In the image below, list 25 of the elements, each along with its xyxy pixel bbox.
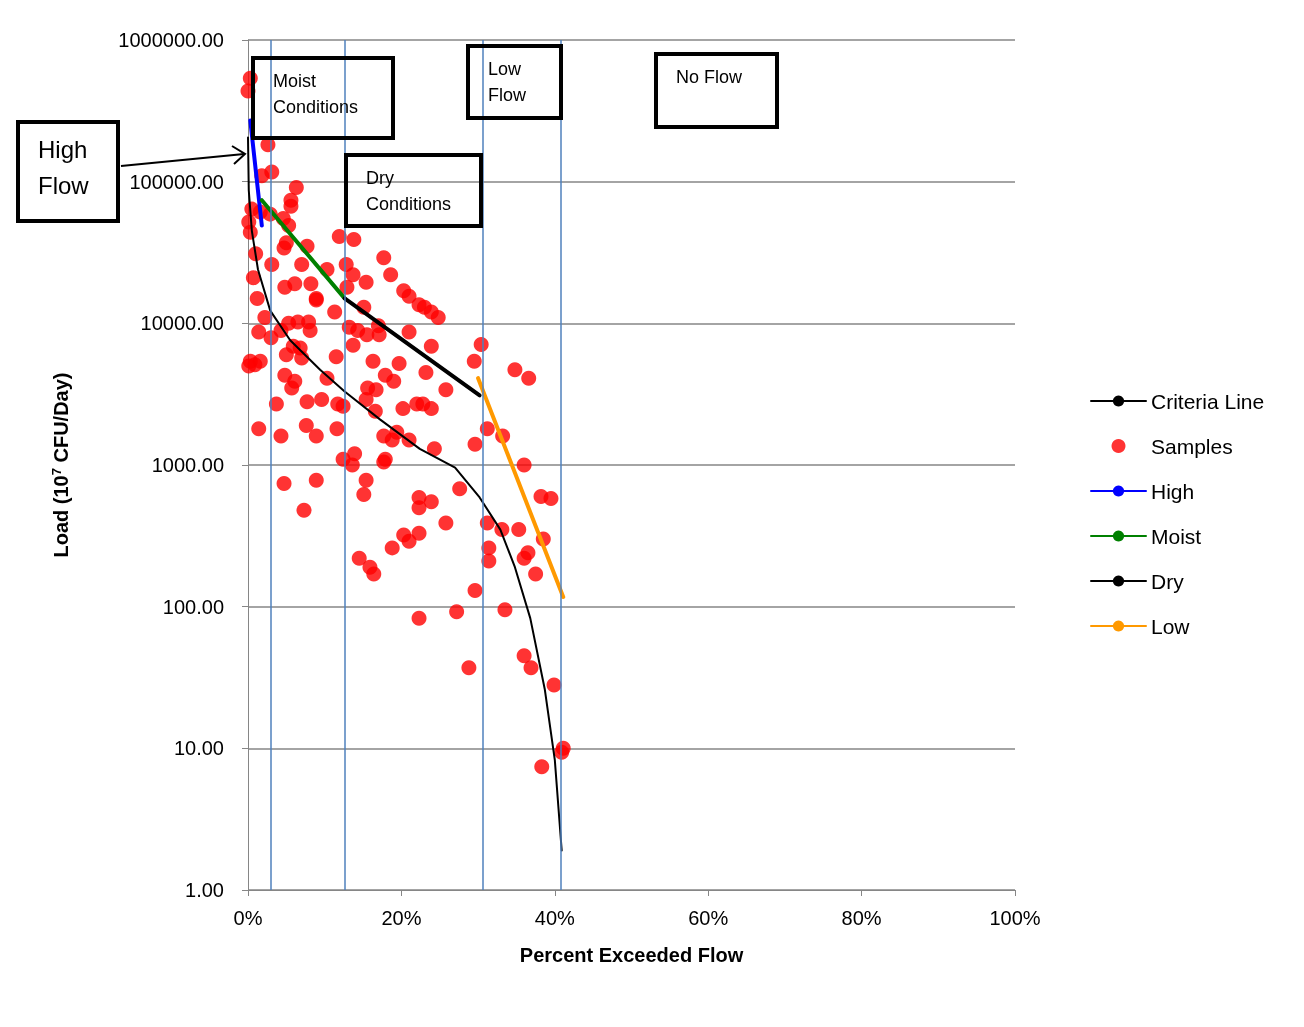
y-tick-label: 1.00 xyxy=(185,879,224,901)
y-tick-label: 10000.00 xyxy=(140,312,224,335)
y-tick-label: 10.00 xyxy=(173,737,224,760)
x-tick-label: 100% xyxy=(989,907,1041,929)
x-tick-label: 60% xyxy=(688,907,729,929)
y-tick-label: 100000.00 xyxy=(129,170,224,193)
x-tick-label: 40% xyxy=(534,907,576,929)
legend-label: Moist xyxy=(1151,524,1202,548)
annotation: Dry Conditions xyxy=(344,153,483,228)
legend-label: Low xyxy=(1151,614,1191,638)
annotation: No Flow xyxy=(654,52,779,129)
legend-label: Criteria Line xyxy=(1151,389,1265,413)
legend-label: Samples xyxy=(1151,434,1233,458)
annotation: Moist Conditions xyxy=(251,56,395,140)
annotation: Low Flow xyxy=(466,44,563,120)
text: High Flow xyxy=(16,120,120,223)
x-tick-label: 80% xyxy=(841,907,882,929)
y-tick-label: 100.00 xyxy=(162,595,224,618)
legend-label: Dry xyxy=(1151,569,1185,593)
legend-label: High xyxy=(1151,479,1195,503)
x-axis-title: Percent Exceeded Flow xyxy=(519,944,744,966)
y-tick-label: 1000000.00 xyxy=(118,29,224,51)
x-tick-label: 20% xyxy=(381,907,422,929)
y-tick-label: 1000.00 xyxy=(151,454,224,476)
x-tick-label: 0% xyxy=(233,907,263,929)
